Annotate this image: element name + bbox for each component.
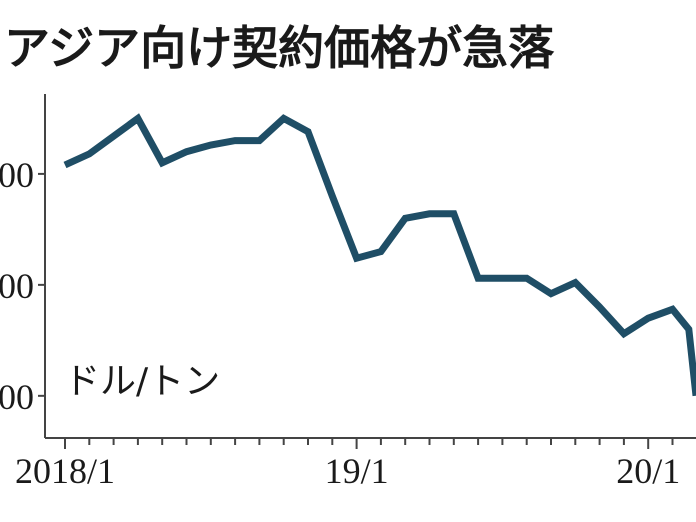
series-line [63, 113, 696, 397]
y-tick-label: 00 [0, 377, 34, 417]
x-tick-label: 19/1 [325, 451, 389, 491]
x-tick-label: 2018/1 [15, 451, 115, 491]
unit-label: ドル/トン [64, 361, 220, 402]
x-tick-label: 20/1 [616, 451, 680, 491]
y-tick-label: 00 [0, 155, 34, 195]
y-tick-label: 00 [0, 266, 34, 306]
chart-title: アジア向け契約価格が急落 [4, 21, 555, 75]
